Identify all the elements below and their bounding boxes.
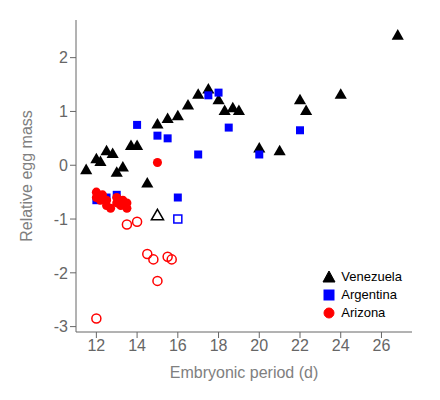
html-text:Venezuela: Venezuela [341, 269, 402, 284]
svg-text:2: 2 [59, 49, 68, 66]
svg-text:20: 20 [250, 337, 268, 354]
svg-text:Relative egg mass: Relative egg mass [18, 110, 35, 242]
html-text:Argentina: Argentina [341, 287, 397, 302]
svg-text:22: 22 [291, 337, 309, 354]
svg-text:1: 1 [59, 103, 68, 120]
html-text:Arizona: Arizona [341, 305, 386, 320]
svg-text:-3: -3 [54, 318, 68, 335]
svg-text:24: 24 [332, 337, 350, 354]
svg-text:14: 14 [128, 337, 146, 354]
svg-text:0: 0 [59, 157, 68, 174]
svg-text:-2: -2 [54, 265, 68, 282]
svg-text:26: 26 [373, 337, 391, 354]
svg-text:12: 12 [87, 337, 105, 354]
svg-text:16: 16 [169, 337, 187, 354]
svg-text:Embryonic period (d): Embryonic period (d) [170, 364, 319, 381]
svg-text:-1: -1 [54, 211, 68, 228]
svg-text:18: 18 [210, 337, 228, 354]
